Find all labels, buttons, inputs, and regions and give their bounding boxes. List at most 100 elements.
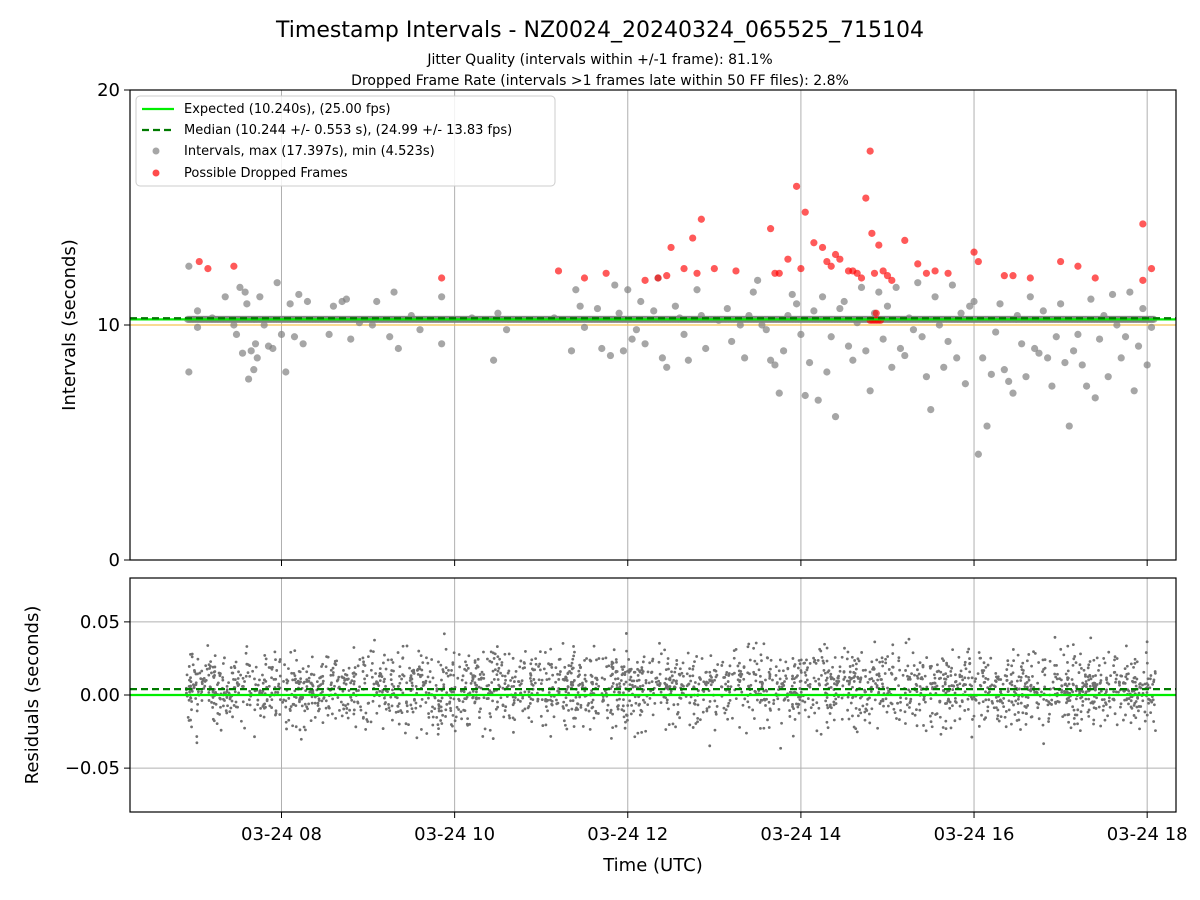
residual-point	[707, 705, 711, 709]
residual-point	[852, 680, 856, 683]
residual-point	[1006, 687, 1010, 691]
residual-point	[347, 689, 351, 692]
residual-point	[440, 722, 444, 725]
residual-point	[473, 681, 477, 685]
residual-point	[754, 679, 758, 683]
residual-point	[922, 724, 925, 727]
residual-point	[494, 707, 498, 711]
residual-point	[450, 690, 454, 694]
residual-point	[568, 669, 571, 673]
residual-point	[189, 718, 192, 722]
residual-point	[245, 703, 249, 706]
dropped-frame-point	[901, 236, 909, 244]
residual-point	[554, 680, 558, 684]
residual-point	[490, 681, 494, 684]
residual-point	[452, 697, 456, 701]
residual-point	[1006, 659, 1010, 663]
residual-point	[396, 710, 400, 714]
residual-point	[478, 673, 482, 676]
residual-point	[851, 685, 854, 689]
residual-point	[581, 683, 585, 687]
residual-point	[784, 660, 788, 664]
residual-point	[954, 701, 958, 704]
residual-point	[567, 664, 571, 667]
residual-point	[203, 680, 207, 683]
residual-point	[1089, 677, 1093, 681]
residual-point	[389, 678, 393, 682]
residual-point	[270, 676, 273, 680]
residual-point	[476, 657, 480, 661]
residual-point	[698, 676, 701, 679]
residual-point	[409, 703, 413, 707]
x-tick-label: 03-24 14	[760, 824, 841, 845]
residual-point	[1102, 698, 1106, 701]
residual-point	[836, 681, 839, 685]
residual-point	[628, 669, 632, 673]
residual-point	[722, 676, 726, 679]
residual-point	[904, 697, 908, 700]
residual-point	[607, 664, 611, 668]
residual-point	[253, 677, 256, 681]
dropped-frame-point	[1147, 265, 1156, 273]
residual-point	[435, 715, 439, 719]
residual-point	[1047, 717, 1051, 720]
residual-point	[846, 708, 850, 712]
residual-point	[377, 704, 381, 708]
residual-point	[454, 715, 458, 719]
residual-point	[1072, 683, 1075, 687]
residual-point	[191, 683, 195, 686]
residual-point	[665, 685, 669, 689]
residual-point	[341, 703, 345, 707]
interval-point	[416, 326, 424, 334]
residual-point	[724, 673, 728, 676]
residual-point	[670, 681, 674, 685]
residual-point	[285, 678, 289, 682]
residual-point	[477, 696, 481, 700]
residual-point	[366, 720, 370, 723]
residual-point	[194, 681, 198, 685]
residual-point	[340, 675, 344, 679]
residual-point	[521, 696, 525, 700]
residual-point	[445, 671, 448, 675]
residual-point	[619, 679, 623, 682]
interval-point	[767, 356, 775, 364]
residual-point	[405, 644, 409, 648]
residual-point	[768, 674, 772, 678]
residual-point	[1029, 689, 1032, 693]
residual-point	[436, 723, 440, 727]
residual-point	[1108, 705, 1112, 709]
residual-point	[587, 701, 591, 705]
residual-point	[620, 708, 624, 712]
interval-point	[702, 344, 710, 353]
residuals-y-axis-label: Residuals (seconds)	[22, 606, 43, 785]
residual-point	[244, 674, 248, 678]
residual-point	[889, 701, 893, 705]
interval-point	[888, 363, 896, 371]
residual-point	[677, 672, 681, 676]
residual-point	[628, 678, 632, 682]
residual-point	[1072, 708, 1076, 712]
interval-point	[792, 300, 801, 308]
residual-point	[410, 681, 414, 685]
residual-point	[928, 714, 932, 718]
residual-point	[923, 700, 927, 704]
residual-point	[294, 725, 298, 729]
residual-point	[1010, 664, 1014, 668]
residual-point	[208, 664, 212, 668]
residual-point	[584, 708, 588, 712]
residual-point	[342, 681, 346, 685]
residual-point	[428, 670, 432, 673]
residual-point	[742, 665, 746, 669]
residual-point	[1091, 684, 1095, 688]
residual-point	[338, 708, 341, 712]
residual-point	[571, 666, 575, 670]
residual-point	[527, 716, 531, 720]
intervals-y-tick-label: 10	[97, 315, 120, 336]
residual-point	[886, 686, 889, 690]
residual-point	[1129, 705, 1133, 709]
residual-point	[453, 719, 457, 723]
residual-point	[549, 647, 553, 651]
residual-point	[746, 700, 750, 704]
residual-point	[1093, 688, 1097, 692]
residual-point	[1114, 680, 1117, 684]
